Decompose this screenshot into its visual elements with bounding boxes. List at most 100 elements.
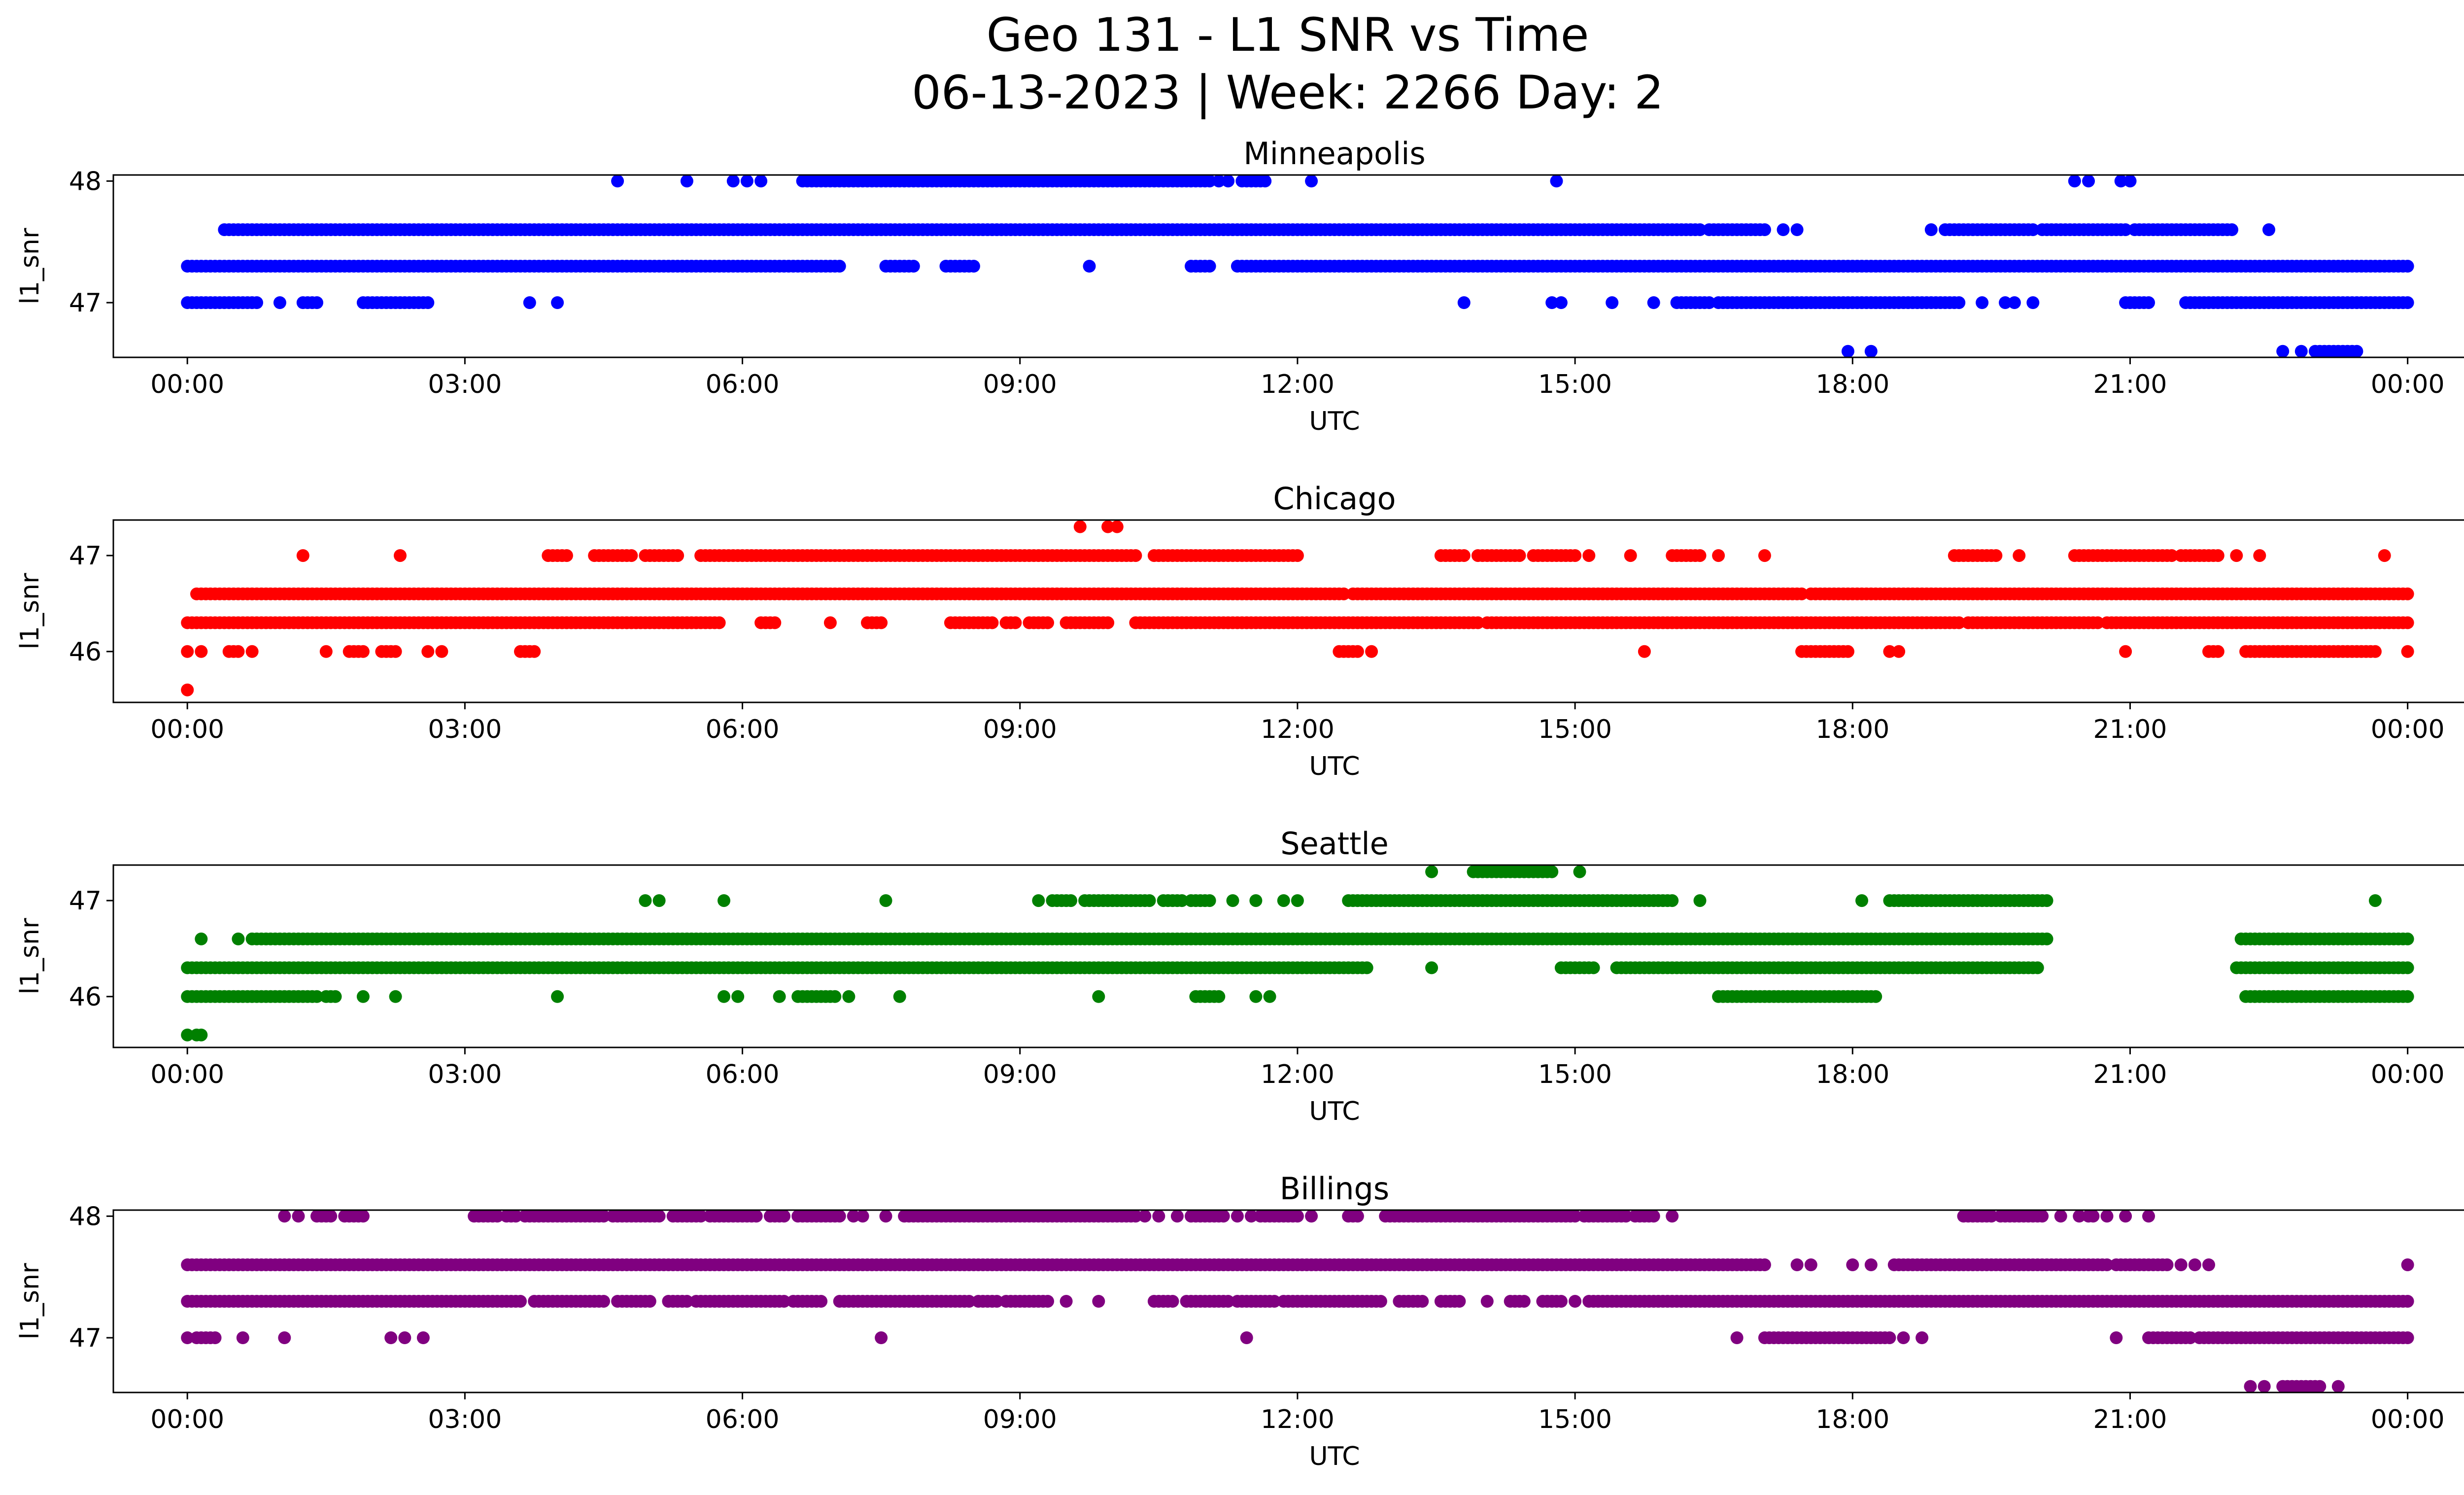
data-point [597, 1210, 610, 1223]
x-axis-label: UTC [1309, 407, 1360, 436]
data-point [828, 990, 842, 1003]
y-tick-label: 48 [69, 1202, 102, 1231]
data-point [398, 1331, 411, 1344]
points-minneapolis [181, 174, 2414, 358]
data-point [713, 616, 726, 629]
data-point [2040, 932, 2053, 945]
x-tick-label: 06:00 [706, 1405, 780, 1434]
data-point [1693, 223, 1707, 236]
data-point [2368, 894, 2382, 907]
data-point [1777, 223, 1790, 236]
x-axis-label: UTC [1309, 752, 1360, 781]
x-tick-label: 06:00 [706, 370, 780, 399]
data-point [1619, 1210, 1633, 1223]
subplot-title: Seattle [1280, 826, 1388, 862]
y-axis-label: l1_snr [15, 228, 45, 305]
data-point [1841, 345, 1854, 358]
data-point [823, 616, 837, 629]
data-point [1129, 1210, 1142, 1223]
figure-title-line2: 06-13-2023 | Week: 2266 Day: 2 [912, 66, 1664, 120]
x-tick-label: 12:00 [1261, 715, 1335, 744]
data-point [2211, 549, 2224, 562]
data-point [2082, 174, 2095, 188]
data-point [773, 990, 786, 1003]
data-point [2401, 1331, 2414, 1344]
data-point [2401, 932, 2414, 945]
data-point [2036, 1210, 2049, 1223]
data-point [232, 645, 245, 658]
data-point [597, 1295, 610, 1308]
data-point [2091, 616, 2104, 629]
data-point [1693, 549, 1707, 562]
data-point [2087, 1210, 2100, 1223]
data-point [842, 990, 856, 1003]
x-tick-label: 09:00 [983, 370, 1057, 399]
data-point [1545, 865, 1559, 878]
data-point [1795, 587, 1808, 600]
data-point [833, 260, 846, 273]
data-point [232, 932, 245, 945]
data-point [1804, 1258, 1817, 1271]
data-point [750, 1210, 763, 1223]
data-point [324, 1210, 338, 1223]
data-point [2119, 223, 2132, 236]
data-point [195, 932, 208, 945]
data-point [1175, 894, 1189, 907]
subplot-title: Billings [1280, 1171, 1389, 1207]
subplot-title: Chicago [1273, 481, 1396, 517]
data-point [1226, 894, 1239, 907]
data-point [1647, 296, 1660, 309]
x-tick-label: 21:00 [2093, 370, 2167, 399]
data-point [1064, 894, 1077, 907]
data-point [181, 1331, 194, 1344]
data-point [2401, 645, 2414, 658]
data-point [1864, 1258, 1878, 1271]
data-point [195, 645, 208, 658]
data-point [1305, 1210, 1318, 1223]
data-point [2160, 1258, 2174, 1271]
data-point [1952, 616, 1966, 629]
data-point [1916, 1331, 1929, 1344]
data-point [2188, 1258, 2201, 1271]
data-point [1569, 549, 1582, 562]
x-tick-label: 00:00 [150, 1405, 224, 1434]
data-point [1073, 520, 1087, 533]
data-point [1554, 1295, 1568, 1308]
data-point [292, 1210, 305, 1223]
y-tick-label: 46 [69, 637, 102, 667]
data-point [2401, 990, 2414, 1003]
data-point [389, 645, 402, 658]
data-point [551, 990, 564, 1003]
data-point [491, 1210, 504, 1223]
data-point [1457, 549, 1471, 562]
data-point [1217, 1210, 1230, 1223]
data-point [2401, 587, 2414, 600]
data-point [1712, 549, 1725, 562]
y-axis-label: l1_snr [15, 1263, 45, 1340]
x-tick-label: 12:00 [1261, 370, 1335, 399]
data-point [2184, 1331, 2197, 1344]
data-point [1790, 223, 1804, 236]
x-tick-label: 09:00 [983, 1060, 1057, 1089]
data-point [1291, 894, 1304, 907]
data-point [2401, 616, 2414, 629]
data-point [245, 645, 259, 658]
data-point [1092, 990, 1105, 1003]
data-point [1170, 1210, 1184, 1223]
data-point [1924, 223, 1938, 236]
data-point [2068, 174, 2081, 188]
data-point [2031, 961, 2044, 974]
data-point [1550, 174, 1563, 188]
data-point [551, 296, 564, 309]
data-point [847, 1210, 860, 1223]
x-tick-label: 09:00 [983, 715, 1057, 744]
data-point [435, 645, 448, 658]
data-point [2119, 645, 2132, 658]
data-point [875, 616, 888, 629]
data-point [2401, 1295, 2414, 1308]
data-point [310, 296, 323, 309]
data-point [509, 1210, 522, 1223]
data-point [967, 260, 980, 273]
data-point [1143, 894, 1156, 907]
data-point [731, 990, 745, 1003]
